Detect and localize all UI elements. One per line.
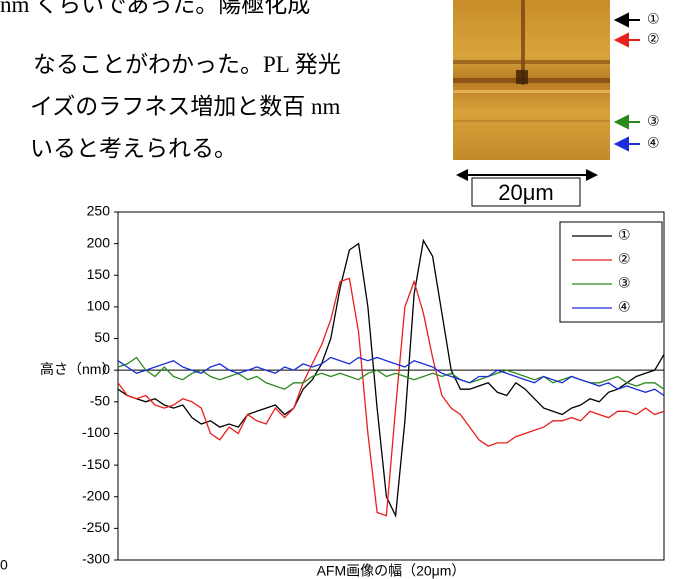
y-tick-label: 150 — [87, 266, 111, 282]
y-axis-label: 高さ（nm） — [40, 361, 115, 377]
legend-box — [560, 222, 662, 322]
afm-marker-arrow — [616, 34, 640, 46]
afm-marker-label: ① — [647, 11, 660, 27]
afm-image — [453, 0, 610, 160]
afm-marker-label: ② — [647, 31, 660, 47]
legend-label: ④ — [618, 299, 631, 315]
stray-text: 0 — [0, 557, 8, 573]
figure: nm くらいであった。陽極化成 なることがわかった。PL 発光 イズのラフネス増… — [0, 0, 674, 579]
legend-label: ③ — [618, 275, 631, 291]
legend-label: ① — [618, 227, 631, 243]
x-axis-label: AFM画像の幅（20μm） — [317, 563, 466, 579]
y-tick-label: -150 — [82, 456, 110, 472]
y-tick-label: -50 — [90, 393, 110, 409]
series-line — [118, 358, 664, 396]
text-line: nm くらいであった。陽極化成 — [0, 0, 310, 17]
afm-marker-arrow — [616, 14, 640, 26]
text-line: なることがわかった。PL 発光 — [33, 52, 341, 77]
y-tick-label: -300 — [82, 551, 110, 567]
afm-marker-arrow — [616, 138, 640, 150]
y-tick-label: 250 — [87, 203, 111, 219]
y-tick-label: 200 — [87, 234, 111, 250]
y-tick-label: -100 — [82, 424, 110, 440]
afm-marker-label: ③ — [647, 113, 660, 129]
y-tick-label: 100 — [87, 298, 111, 314]
page: nm くらいであった。陽極化成 なることがわかった。PL 発光 イズのラフネス増… — [0, 0, 674, 579]
legend-label: ② — [618, 251, 631, 267]
scale-label: 20μm — [498, 180, 553, 205]
y-tick-label: -200 — [82, 487, 110, 503]
afm-marker-arrow — [616, 116, 640, 128]
text-line: イズのラフネス増加と数百 nm — [30, 94, 341, 119]
y-tick-label: 50 — [94, 329, 110, 345]
afm-marker-label: ④ — [647, 135, 660, 151]
text-line: いると考えられる。 — [30, 136, 237, 161]
y-tick-label: -250 — [82, 519, 110, 535]
